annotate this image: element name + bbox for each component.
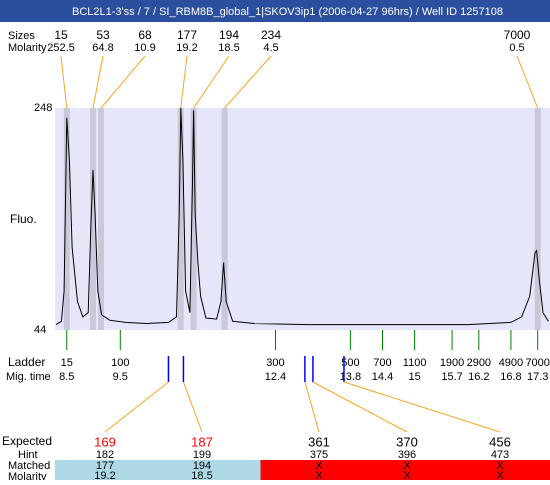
chart-title: BCL2L1-3'ss / 7 / SI_RBM8B_global_1|SKOV… bbox=[72, 6, 503, 18]
peak-connector bbox=[93, 56, 103, 108]
peak-connector bbox=[61, 56, 67, 108]
peak-molarity: 4.5 bbox=[263, 42, 278, 54]
ladder-time: 9.5 bbox=[113, 371, 128, 383]
peak-connector bbox=[101, 56, 145, 108]
peak-molarity: 252.5 bbox=[47, 42, 75, 54]
y-tick-label: 44 bbox=[34, 324, 46, 336]
row-label: Ladder bbox=[8, 355, 45, 369]
matched-molarity: 19.2 bbox=[94, 470, 115, 480]
peak-size: 15 bbox=[54, 28, 68, 42]
ladder-size: 4900 bbox=[499, 357, 523, 369]
peak-connector bbox=[225, 56, 271, 108]
peak-molarity: 64.8 bbox=[92, 42, 113, 54]
peak-size: 53 bbox=[96, 28, 110, 42]
matched-molarity: 18.5 bbox=[191, 470, 212, 480]
row-label: Expected bbox=[2, 434, 52, 448]
ladder-size: 2900 bbox=[467, 357, 491, 369]
ladder-size: 100 bbox=[111, 357, 129, 369]
expected-size: 361 bbox=[308, 434, 330, 449]
peak-connector bbox=[194, 56, 229, 108]
peak-band bbox=[222, 108, 228, 330]
ladder-time: 8.5 bbox=[59, 371, 74, 383]
peak-molarity: 19.2 bbox=[176, 42, 197, 54]
matched-molarity: X bbox=[403, 470, 411, 480]
peak-size: 194 bbox=[219, 28, 239, 42]
expected-size: 456 bbox=[489, 434, 511, 449]
expected-connector bbox=[305, 382, 319, 432]
ladder-time: 16.8 bbox=[500, 371, 521, 383]
y-tick-label: 248 bbox=[34, 102, 52, 114]
ladder-size: 15 bbox=[61, 357, 73, 369]
expected-size: 370 bbox=[396, 434, 418, 449]
ladder-time: 14.4 bbox=[372, 371, 393, 383]
peak-connector bbox=[181, 56, 187, 108]
row-label: Molarity bbox=[8, 471, 47, 480]
row-label: Sizes bbox=[8, 30, 35, 42]
expected-size: 169 bbox=[94, 434, 116, 449]
peak-size: 7000 bbox=[504, 28, 531, 42]
match-cell bbox=[261, 460, 364, 480]
expected-connector bbox=[344, 382, 500, 432]
ladder-size: 300 bbox=[266, 357, 284, 369]
peak-molarity: 18.5 bbox=[218, 42, 239, 54]
ladder-size: 1100 bbox=[403, 357, 427, 369]
matched-molarity: X bbox=[315, 470, 323, 480]
peak-band bbox=[535, 108, 541, 330]
expected-connector bbox=[313, 382, 407, 432]
expected-connector bbox=[183, 382, 202, 432]
expected-connector bbox=[105, 382, 168, 432]
peak-connector bbox=[517, 56, 538, 108]
expected-size: 187 bbox=[191, 434, 213, 449]
ladder-size: 1900 bbox=[440, 357, 464, 369]
peak-molarity: 10.9 bbox=[134, 42, 155, 54]
peak-molarity: 0.5 bbox=[509, 42, 524, 54]
matched-molarity: X bbox=[496, 470, 504, 480]
ladder-time: 15.7 bbox=[441, 371, 462, 383]
ladder-time: 16.2 bbox=[468, 371, 489, 383]
ladder-time: 13.8 bbox=[340, 371, 361, 383]
peak-size: 68 bbox=[138, 28, 152, 42]
row-label: Molarity bbox=[8, 42, 47, 54]
ladder-size: 7000 bbox=[525, 357, 549, 369]
row-label: Mig. time bbox=[6, 371, 51, 383]
y-axis-label: Fluo. bbox=[10, 212, 37, 226]
peak-size: 177 bbox=[177, 28, 197, 42]
plot-area bbox=[55, 108, 550, 330]
peak-size: 234 bbox=[261, 28, 281, 42]
ladder-time: 15 bbox=[408, 371, 420, 383]
ladder-size: 700 bbox=[373, 357, 391, 369]
ladder-time: 12.4 bbox=[265, 371, 286, 383]
ladder-time: 17.3 bbox=[527, 371, 548, 383]
